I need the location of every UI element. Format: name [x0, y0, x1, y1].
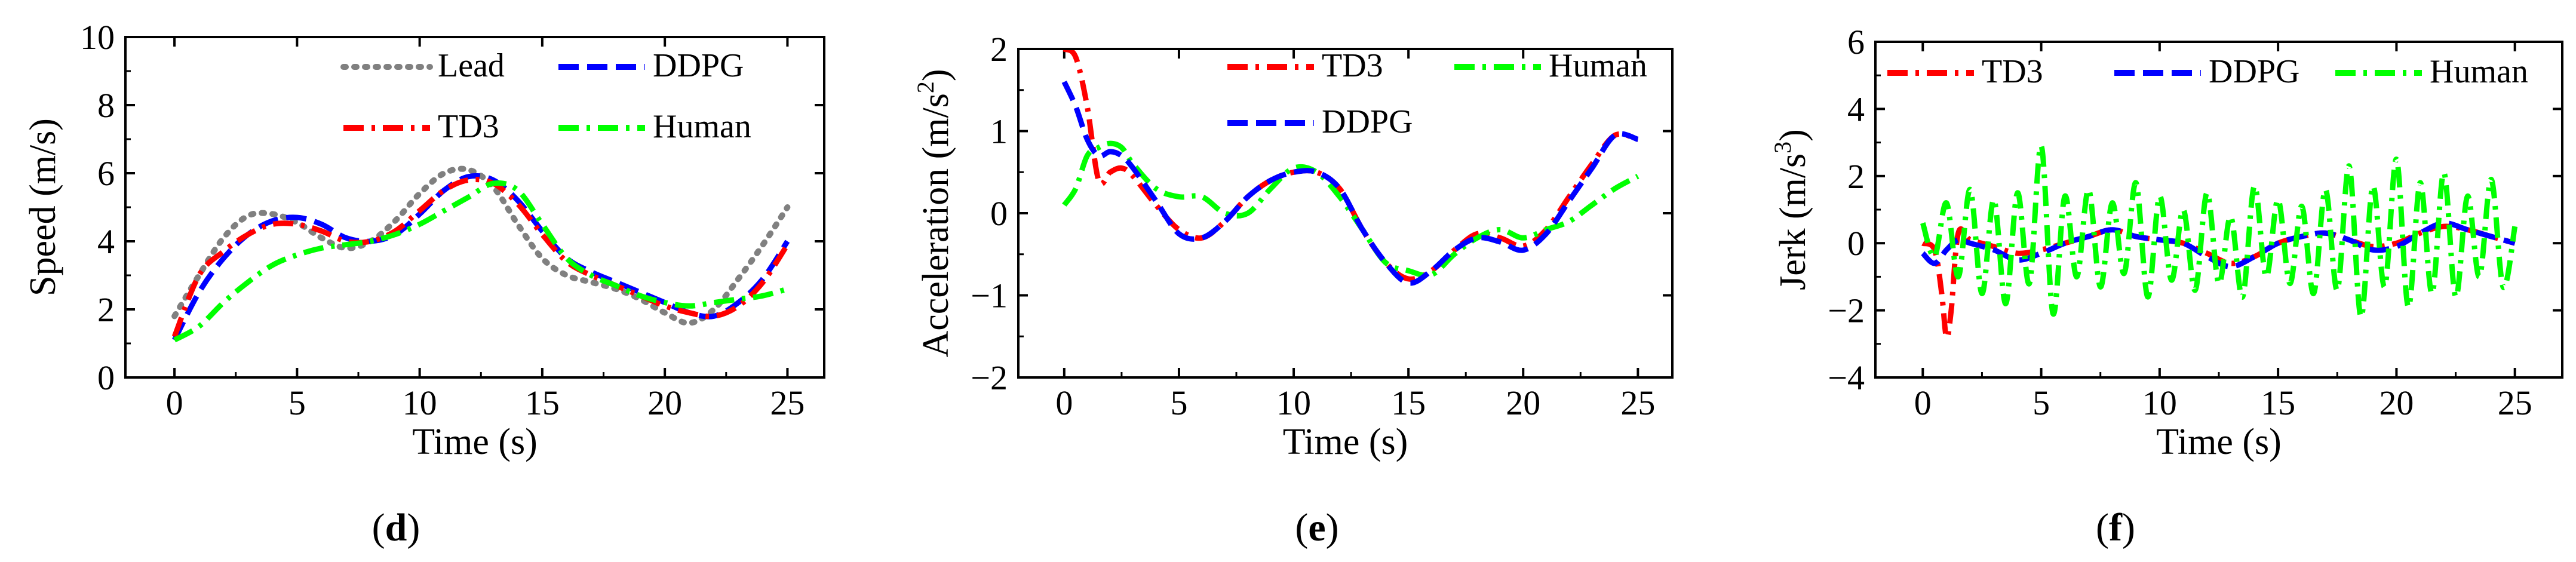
series-line-ddpg	[1921, 220, 2516, 269]
x-tick-label: 0	[1055, 383, 1073, 422]
x-tick-label: 5	[2032, 383, 2050, 422]
y-tick-label: 0	[990, 194, 1008, 233]
y-tick-label: 10	[80, 18, 115, 57]
series-line-td3	[171, 177, 790, 338]
x-tick-label: 10	[2142, 383, 2177, 422]
legend-label-lead: Lead	[438, 47, 505, 84]
legend-label-human: Human	[1549, 47, 1647, 84]
legend-label-human: Human	[2430, 53, 2528, 90]
y-tick-label: 2	[1847, 157, 1865, 196]
legend-label-td3: TD3	[1982, 53, 2043, 90]
plot-frame	[124, 36, 825, 379]
series-line-human	[1920, 143, 2518, 320]
y-tick-label: −1	[971, 277, 1008, 315]
legend-label-td3: TD3	[1322, 47, 1383, 84]
x-tick-label: 25	[2498, 383, 2532, 422]
y-tick-label: 2	[990, 30, 1008, 69]
y-tick-label: 6	[97, 154, 115, 193]
y-axis-title: Speed (m/s)	[23, 118, 63, 296]
series-line-td3	[1921, 223, 2516, 340]
y-tick-label: −2	[1828, 291, 1865, 330]
panel-caption-d: (d)	[372, 506, 420, 549]
y-tick-label: −2	[971, 358, 1008, 397]
x-tick-label: 0	[1914, 383, 1932, 422]
x-axis-title: Time (s)	[1283, 422, 1408, 462]
series-line-human	[173, 180, 788, 343]
x-tick-label: 25	[770, 383, 805, 422]
series-line-human	[1062, 140, 1639, 278]
x-tick-label: 20	[1506, 383, 1540, 422]
panel-caption-f: (f)	[2096, 506, 2135, 549]
x-tick-label: 0	[166, 383, 183, 422]
x-tick-label: 5	[288, 383, 306, 422]
y-axis-title: Acceleration (m/s2)	[912, 69, 956, 357]
x-tick-label: 15	[525, 383, 560, 422]
legend-label-ddpg: DDPG	[1322, 103, 1413, 140]
x-tick-label: 10	[403, 383, 437, 422]
x-tick-label: 25	[1620, 383, 1655, 422]
legend-label-ddpg: DDPG	[2209, 53, 2299, 90]
y-tick-label: 8	[97, 86, 115, 125]
y-tick-label: 4	[97, 222, 115, 261]
x-tick-label: 15	[1391, 383, 1426, 422]
y-tick-label: −4	[1828, 358, 1865, 397]
plot-area	[1920, 143, 2518, 340]
series-line-td3	[1063, 50, 1639, 282]
y-tick-label: 6	[1847, 23, 1865, 62]
plot-area	[171, 165, 791, 343]
x-tick-label: 15	[2261, 383, 2295, 422]
x-tick-label: 20	[647, 383, 682, 422]
y-tick-label: 0	[1847, 224, 1865, 263]
plot-frame	[1017, 48, 1674, 379]
x-axis-title: Time (s)	[2156, 422, 2282, 462]
chart-panel-f: 0 5 10 15 20 25 −4 −2 0 2 4 6 Time (s) Jerk (m/s3) TD3…	[1769, 23, 2563, 462]
plot-frame	[1874, 41, 2563, 379]
legend-label-human: Human	[653, 108, 751, 145]
chart-panel-e: 0 5 10 15 20 25 −2 −1 0 1 2 Time (s) Acceleration (m…	[912, 30, 1674, 462]
y-tick-label: 2	[97, 290, 115, 329]
legend-label-td3: TD3	[438, 108, 499, 145]
x-tick-label: 5	[1170, 383, 1187, 422]
x-tick-label: 20	[2379, 383, 2414, 422]
legend-label-ddpg: DDPG	[653, 47, 744, 84]
y-tick-label: 4	[1847, 90, 1865, 128]
series-line-ddpg	[1061, 81, 1639, 286]
x-axis-title: Time (s)	[412, 422, 538, 462]
y-tick-label: 1	[990, 112, 1008, 151]
y-axis-title: Jerk (m/s3)	[1769, 129, 1813, 290]
series-line-lead	[171, 165, 791, 326]
x-tick-label: 10	[1276, 383, 1311, 422]
y-tick-label: 0	[97, 358, 115, 397]
panel-caption-e: (e)	[1295, 506, 1338, 549]
plot-area	[1061, 50, 1639, 286]
